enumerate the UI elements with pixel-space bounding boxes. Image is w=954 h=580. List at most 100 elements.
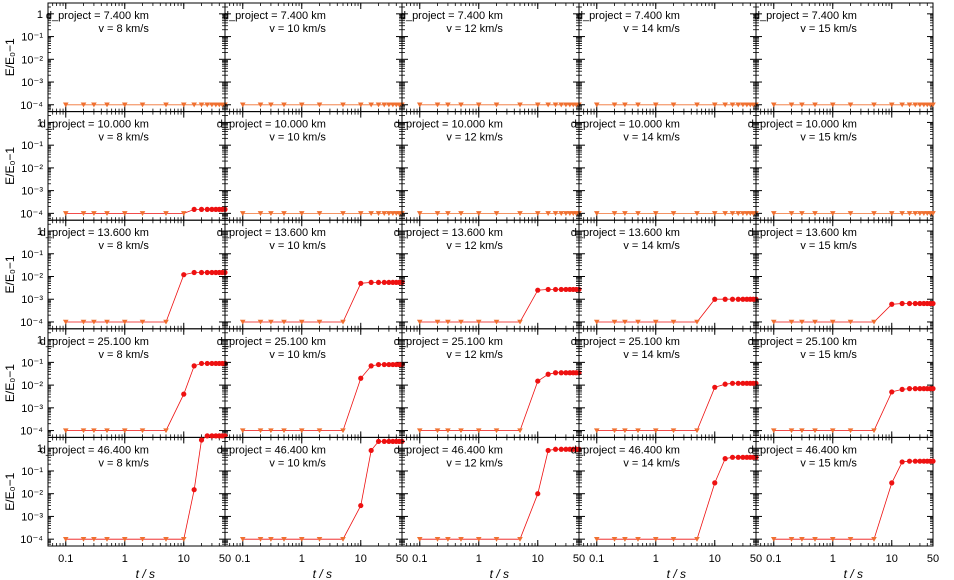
- dot-marker: [740, 454, 746, 460]
- triangle-marker: [799, 536, 805, 542]
- dot-marker: [899, 386, 905, 392]
- triangle-marker: [104, 428, 110, 434]
- triangle-marker: [368, 211, 374, 216]
- triangle-marker: [611, 319, 618, 325]
- d-label: d_project = 25.100 km: [571, 336, 680, 348]
- y-tick-label: 10⁻¹: [21, 466, 43, 478]
- panel-r3-c3: d_project = 25.100 kmv = 14 km/s: [571, 328, 759, 438]
- panel-r1-c4: d_project = 10.000 kmv = 15 km/s: [748, 111, 936, 221]
- triangle-marker: [722, 211, 728, 216]
- v-label: v = 15 km/s: [800, 23, 857, 35]
- dot-marker: [198, 437, 205, 443]
- triangle-marker: [139, 211, 146, 216]
- panel-r2-c3: d_project = 13.600 kmv = 14 km/s: [571, 219, 759, 330]
- d-label: d_project = 46.400 km: [40, 444, 149, 456]
- triangle-marker: [268, 102, 274, 108]
- dot-marker: [558, 370, 564, 376]
- triangle-marker: [298, 536, 305, 542]
- v-label: v = 15 km/s: [800, 457, 857, 469]
- dot-marker: [729, 380, 736, 386]
- y-tick-label: 1: [37, 443, 43, 455]
- d-label: d_project = 13.600 km: [394, 227, 503, 239]
- triangle-marker: [545, 102, 551, 108]
- triangle-marker: [812, 428, 818, 434]
- triangle-marker: [694, 536, 700, 542]
- triangle-marker: [91, 536, 97, 542]
- triangle-marker: [80, 102, 87, 108]
- triangle-marker: [917, 211, 923, 216]
- triangle-marker: [121, 536, 128, 542]
- triangle-marker: [458, 319, 464, 325]
- x-tick-label: 50: [750, 553, 762, 565]
- dot-marker: [729, 454, 736, 460]
- triangle-marker: [281, 102, 287, 108]
- dot-marker: [917, 458, 923, 464]
- triangle-marker: [622, 102, 628, 108]
- triangle-marker: [268, 319, 274, 325]
- triangle-marker: [871, 536, 877, 542]
- x-tick-label: 0.1: [589, 553, 604, 565]
- triangle-marker: [812, 536, 818, 542]
- triangle-marker: [139, 428, 146, 434]
- triangle-marker: [281, 428, 287, 434]
- triangle-marker: [847, 211, 854, 216]
- dot-marker: [917, 300, 923, 307]
- triangle-marker: [545, 211, 551, 216]
- series-line: [773, 303, 933, 323]
- v-label: v = 15 km/s: [800, 132, 857, 144]
- dot-marker: [381, 438, 387, 445]
- triangle-marker: [812, 211, 818, 216]
- triangle-marker: [593, 211, 600, 216]
- triangle-marker: [829, 428, 836, 434]
- triangle-marker: [239, 102, 246, 108]
- dot-marker: [735, 454, 741, 460]
- triangle-marker: [180, 536, 187, 542]
- panel-r3-c2: d_project = 25.100 kmv = 12 km/s: [394, 328, 582, 438]
- triangle-marker: [268, 536, 274, 542]
- triangle-marker: [445, 536, 451, 542]
- triangle-marker: [729, 211, 736, 216]
- x-tick-label: 1: [299, 553, 305, 565]
- triangle-marker: [458, 211, 464, 216]
- dot-marker: [386, 279, 392, 286]
- dot-marker: [889, 389, 895, 395]
- dot-marker: [552, 370, 559, 376]
- v-label: v = 10 km/s: [269, 23, 326, 35]
- triangle-marker: [871, 319, 877, 325]
- triangle-marker: [298, 211, 305, 216]
- panel-r4-c1: d_project = 46.400 kmv = 10 km/s: [217, 436, 405, 547]
- dot-marker: [545, 447, 551, 454]
- triangle-marker: [163, 319, 169, 325]
- triangle-marker: [239, 319, 246, 325]
- triangle-marker: [191, 102, 197, 108]
- panel-r0-c3: d_project = 7.400 kmv = 14 km/s: [577, 2, 759, 113]
- triangle-marker: [316, 102, 323, 108]
- triangle-marker: [257, 428, 264, 434]
- triangle-marker: [694, 319, 700, 325]
- d-label: d_project = 25.100 km: [40, 336, 149, 348]
- v-label: v = 8 km/s: [98, 240, 149, 252]
- triangle-marker: [62, 211, 69, 216]
- series-line: [419, 288, 579, 323]
- triangle-marker: [593, 428, 600, 434]
- triangle-marker: [622, 428, 628, 434]
- triangle-marker: [871, 428, 877, 434]
- dot-marker: [906, 458, 913, 464]
- triangle-marker: [694, 428, 700, 434]
- triangle-marker: [770, 211, 777, 216]
- triangle-marker: [871, 102, 877, 108]
- triangle-marker: [104, 319, 110, 325]
- triangle-marker: [799, 428, 805, 434]
- triangle-marker: [622, 536, 628, 542]
- triangle-marker: [917, 102, 923, 108]
- triangle-marker: [298, 428, 305, 434]
- triangle-marker: [257, 211, 264, 216]
- dot-marker: [558, 446, 564, 452]
- triangle-marker: [670, 319, 677, 325]
- triangle-marker: [493, 211, 500, 216]
- triangle-marker: [416, 536, 423, 542]
- triangle-marker: [180, 211, 187, 216]
- triangle-marker: [204, 102, 211, 108]
- triangle-marker: [91, 102, 97, 108]
- triangle-marker: [475, 211, 482, 216]
